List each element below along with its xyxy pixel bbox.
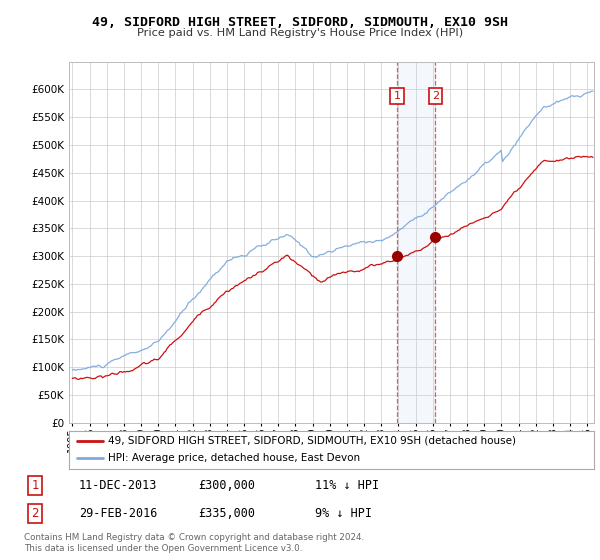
Text: 49, SIDFORD HIGH STREET, SIDFORD, SIDMOUTH, EX10 9SH (detached house): 49, SIDFORD HIGH STREET, SIDFORD, SIDMOU… bbox=[109, 436, 517, 446]
Text: £335,000: £335,000 bbox=[198, 507, 255, 520]
Text: £300,000: £300,000 bbox=[198, 479, 255, 492]
Text: 29-FEB-2016: 29-FEB-2016 bbox=[79, 507, 157, 520]
Text: 9% ↓ HPI: 9% ↓ HPI bbox=[314, 507, 371, 520]
Text: 1: 1 bbox=[394, 91, 401, 101]
Text: 11-DEC-2013: 11-DEC-2013 bbox=[79, 479, 157, 492]
Bar bbox=[397, 62, 436, 423]
Text: Price paid vs. HM Land Registry's House Price Index (HPI): Price paid vs. HM Land Registry's House … bbox=[137, 28, 463, 38]
Text: 49, SIDFORD HIGH STREET, SIDFORD, SIDMOUTH, EX10 9SH: 49, SIDFORD HIGH STREET, SIDFORD, SIDMOU… bbox=[92, 16, 508, 29]
Text: 2: 2 bbox=[432, 91, 439, 101]
Text: 1: 1 bbox=[32, 479, 39, 492]
Text: 2: 2 bbox=[32, 507, 39, 520]
Text: 11% ↓ HPI: 11% ↓ HPI bbox=[314, 479, 379, 492]
Text: Contains HM Land Registry data © Crown copyright and database right 2024.
This d: Contains HM Land Registry data © Crown c… bbox=[24, 533, 364, 553]
Text: HPI: Average price, detached house, East Devon: HPI: Average price, detached house, East… bbox=[109, 454, 361, 464]
